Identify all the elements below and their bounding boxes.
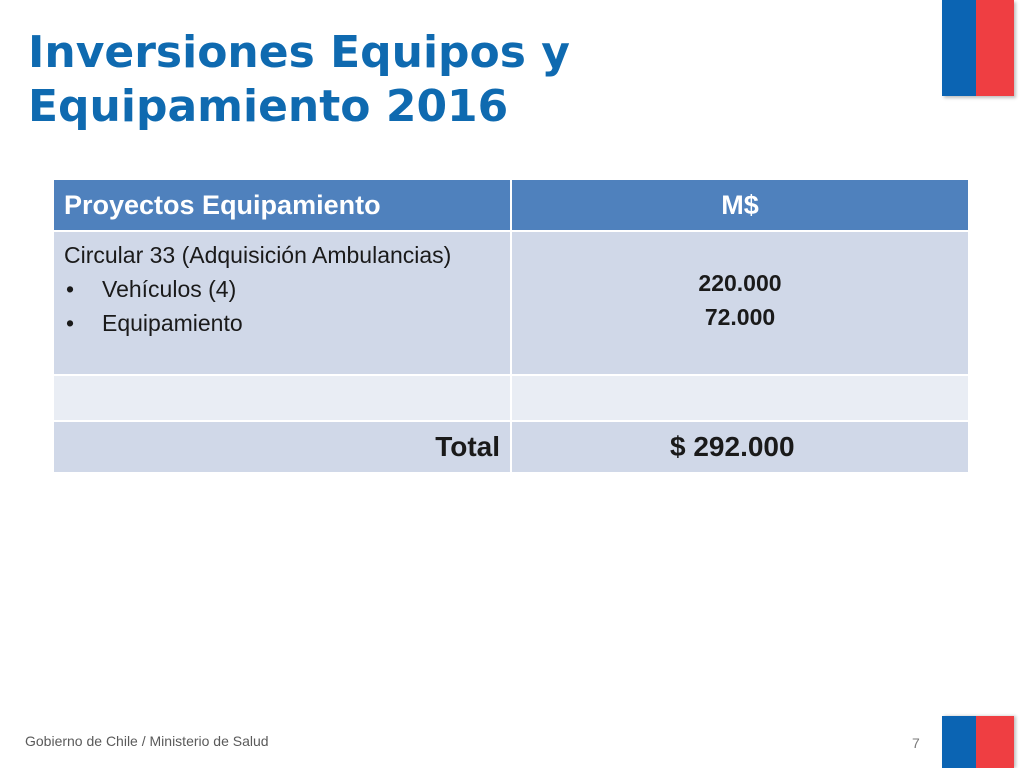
header-amount: M$	[510, 178, 970, 232]
investment-table: Proyectos Equipamiento M$ Circular 33 (A…	[52, 178, 970, 474]
flag-red-stripe	[976, 716, 1014, 768]
list-item: Equipamiento	[66, 306, 500, 340]
table-header-row: Proyectos Equipamiento M$	[52, 178, 970, 232]
total-value: $ 292.000	[510, 420, 970, 474]
empty-cell	[510, 374, 970, 422]
chile-flag-logo-top	[942, 0, 1014, 96]
table-total-row: Total $ 292.000	[52, 420, 970, 474]
title-line-2: Equipamiento 2016	[28, 81, 509, 132]
flag-red-stripe	[976, 0, 1014, 96]
slide-title: Inversiones Equipos y Equipamiento 2016	[28, 26, 908, 134]
project-cell: Circular 33 (Adquisición Ambulancias) Ve…	[52, 230, 512, 376]
flag-blue-stripe	[942, 716, 976, 768]
empty-cell	[52, 374, 512, 422]
amount-equipment: 72.000	[704, 304, 776, 330]
flag-blue-stripe	[942, 0, 976, 96]
chile-flag-logo-bottom	[942, 716, 1014, 768]
footer-text: Gobierno de Chile / Ministerio de Salud	[25, 733, 269, 749]
total-label: Total	[52, 420, 512, 474]
project-items-list: Vehículos (4) Equipamiento	[64, 272, 500, 340]
list-item: Vehículos (4)	[66, 272, 500, 306]
title-line-1: Inversiones Equipos y	[28, 27, 570, 78]
header-projects: Proyectos Equipamiento	[52, 178, 512, 232]
table-row: Circular 33 (Adquisición Ambulancias) Ve…	[52, 230, 970, 376]
amount-cell: 220.000 72.000	[510, 230, 970, 376]
table-row-empty	[52, 374, 970, 422]
page-number: 7	[912, 735, 920, 751]
amount-vehicles: 220.000	[698, 270, 782, 296]
project-description: Circular 33 (Adquisición Ambulancias)	[64, 242, 452, 268]
